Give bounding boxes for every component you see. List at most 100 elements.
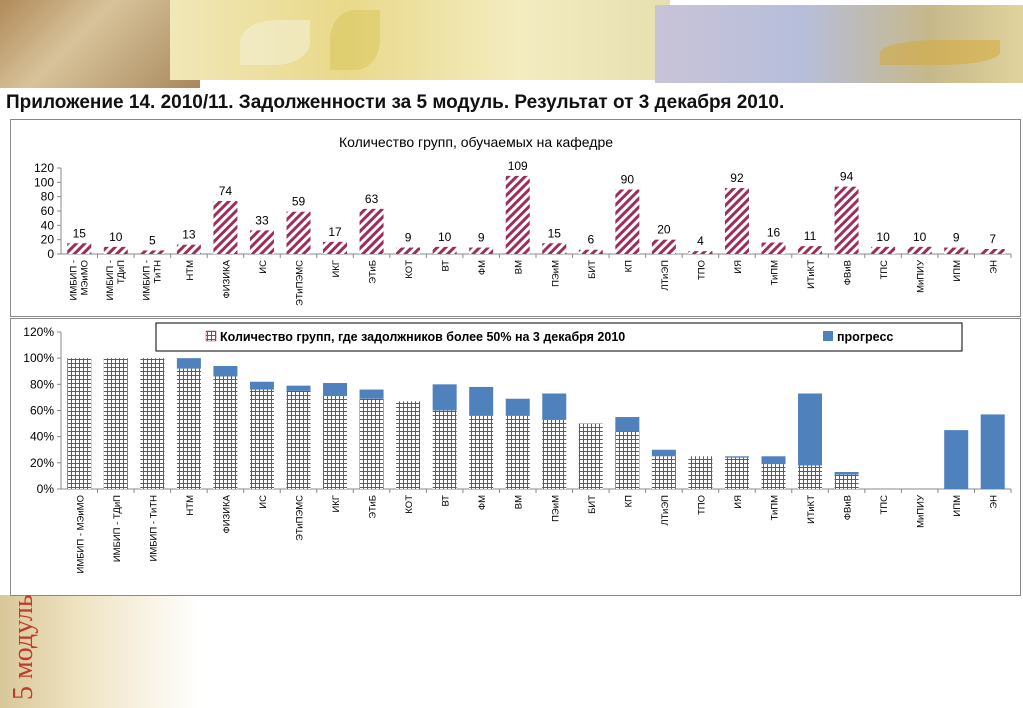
bar-debt xyxy=(542,419,567,489)
bar-debt xyxy=(323,396,348,489)
data-label: 109 xyxy=(508,159,528,173)
bar-progress xyxy=(944,430,969,489)
x-tick-label-group: ФИЗИКА xyxy=(221,259,232,298)
x-tick-label: КП xyxy=(623,260,634,273)
bar xyxy=(907,246,932,254)
bar-debt xyxy=(67,358,92,489)
x-tick-label: ФИЗИКА xyxy=(221,259,232,298)
bar-progress xyxy=(980,414,1005,489)
x-tick-label: ФМ xyxy=(477,260,488,275)
data-label: 59 xyxy=(292,195,306,209)
x-tick-label-group: ЭТиПЭМС xyxy=(295,495,306,541)
bar-debt xyxy=(249,389,274,489)
x-tick-label-group: ЛТиЭП xyxy=(660,260,671,291)
bar-debt xyxy=(834,474,859,489)
bar xyxy=(834,186,859,254)
bar-debt xyxy=(798,465,823,489)
x-tick-label: ТПО xyxy=(696,495,707,515)
legend-swatch-progress xyxy=(823,331,833,341)
page-title: Приложение 14. 2010/11. Задолженности за… xyxy=(6,92,785,113)
x-tick-label-group: ИМБИП -МЭиМО xyxy=(68,260,90,300)
x-tick-label: ТПС xyxy=(879,260,890,280)
y-tick-label: 80 xyxy=(41,190,55,204)
bar-progress xyxy=(724,456,749,458)
x-tick-label: ЭТиБ xyxy=(368,495,379,519)
data-label: 63 xyxy=(365,192,379,206)
x-tick-label-group: ВТ xyxy=(441,495,452,507)
x-tick-label: ТиПМ xyxy=(770,260,781,286)
bar-progress xyxy=(176,358,201,369)
bar-debt xyxy=(761,464,786,489)
x-tick-label-group: ПЭиМ xyxy=(550,260,561,287)
bar xyxy=(140,250,165,254)
x-tick-label: ИКГ xyxy=(331,495,342,513)
x-tick-label-group: ВМ xyxy=(514,260,525,274)
x-tick-label-group: ТПО xyxy=(696,260,707,280)
x-tick-label-group: ИПМ xyxy=(952,260,963,282)
x-tick-label-group: БИТ xyxy=(587,495,598,514)
y-tick-label: 0 xyxy=(47,247,54,261)
x-tick-label: ИКГ xyxy=(331,260,342,278)
x-tick-label: ФВиВ xyxy=(843,495,854,520)
bar-debt xyxy=(651,456,676,489)
bar-debt xyxy=(140,358,165,489)
x-tick-label-group: ТПС xyxy=(879,495,890,515)
data-label: 10 xyxy=(913,230,927,244)
bar-progress xyxy=(249,381,274,390)
bar-progress xyxy=(469,386,494,416)
x-tick-label: ИС xyxy=(258,260,269,274)
x-tick-label-group: ФИЗИКА xyxy=(221,494,232,533)
x-tick-label-group: ЭН xyxy=(989,260,1000,274)
x-tick-label: ИМБИП -МЭиМО xyxy=(68,260,90,300)
x-tick-label: НТМ xyxy=(185,495,196,516)
x-tick-label: ТиПМ xyxy=(770,495,781,521)
x-tick-label-group: ТиПМ xyxy=(770,260,781,286)
bar-progress xyxy=(505,398,530,416)
x-tick-label-group: ФМ xyxy=(477,260,488,275)
bar xyxy=(761,242,786,254)
bar-debt xyxy=(432,410,457,489)
bar xyxy=(980,248,1005,254)
bar-debt xyxy=(176,368,201,489)
side-module-label: 5 модуль xyxy=(8,594,39,700)
bar xyxy=(396,247,421,254)
x-tick-label: ПЭиМ xyxy=(550,495,561,522)
x-tick-label-group: ТиПМ xyxy=(770,495,781,521)
bar xyxy=(213,200,238,254)
data-label: 10 xyxy=(438,230,452,244)
data-label: 7 xyxy=(989,232,996,246)
x-tick-label-group: БИТ xyxy=(587,260,598,279)
x-tick-label: КОТ xyxy=(404,495,415,514)
bar xyxy=(651,239,676,254)
bar xyxy=(688,251,713,254)
x-tick-label: МиПИУ xyxy=(916,494,927,528)
x-tick-label-group: ЭТиПЭМС xyxy=(295,260,306,306)
data-label: 15 xyxy=(73,226,87,240)
x-tick-label-group: ИС xyxy=(258,495,269,509)
data-label: 6 xyxy=(587,233,594,247)
bar-debt xyxy=(103,358,128,489)
bar-debt xyxy=(359,398,384,489)
x-tick-label: ИПМ xyxy=(952,495,963,517)
bar-progress xyxy=(286,385,311,391)
bar-progress xyxy=(542,393,567,420)
data-label: 10 xyxy=(876,230,890,244)
x-tick-label-group: КОТ xyxy=(404,495,415,514)
x-tick-label-group: ФВиВ xyxy=(843,260,854,285)
x-tick-label-group: ИТиКТ xyxy=(806,495,817,524)
bar xyxy=(944,247,969,254)
x-tick-label-group: ИМБИП - ТиТН xyxy=(148,495,159,562)
legend-swatch-debt xyxy=(205,330,217,342)
bar xyxy=(542,243,567,254)
chart-panel-debts: 0% 20% 40% 60% 80% 100% 120% ИМБИП - МЭиМО ИМБИП… xyxy=(10,318,1021,596)
x-tick-label: ИЯ xyxy=(733,495,744,509)
bar-progress xyxy=(323,383,348,397)
bar xyxy=(798,246,823,254)
x-tick-label-group: КП xyxy=(623,260,634,273)
bar xyxy=(323,241,348,254)
x-tick-label-group: МиПИУ xyxy=(916,259,927,293)
bar xyxy=(67,243,92,254)
x-tick-label: НТМ xyxy=(185,260,196,281)
bar-debt xyxy=(469,415,494,489)
x-tick-label: ЛТиЭП xyxy=(660,260,671,291)
